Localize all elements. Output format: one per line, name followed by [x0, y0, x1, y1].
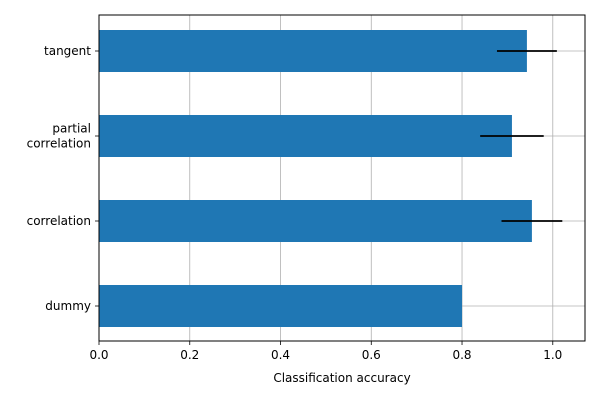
bar — [99, 285, 463, 327]
y-tick-label: dummy — [45, 299, 91, 313]
bar — [99, 115, 512, 157]
x-tick-label: 0.0 — [89, 348, 108, 362]
bars — [99, 30, 532, 327]
y-tick-label: partial — [52, 122, 91, 136]
x-tick-label: 1.0 — [543, 348, 562, 362]
x-tick-label: 0.6 — [362, 348, 381, 362]
x-tick-label: 0.8 — [452, 348, 471, 362]
bar — [99, 30, 527, 72]
y-axis-ticks: tangentpartialcorrelationcorrelationdumm… — [27, 44, 99, 313]
y-tick-label: tangent — [44, 44, 91, 58]
error-bars — [480, 50, 563, 222]
y-tick-label: correlation — [27, 137, 91, 151]
y-tick-label: correlation — [27, 214, 91, 228]
bar — [99, 200, 532, 242]
x-axis-ticks: 0.0 0.2 0.4 0.6 0.8 1.0 — [89, 341, 562, 362]
x-tick-label: 0.4 — [271, 348, 290, 362]
x-tick-label: 0.2 — [180, 348, 199, 362]
x-axis-label: Classification accuracy — [273, 371, 410, 385]
plot-frame — [98, 14, 586, 342]
